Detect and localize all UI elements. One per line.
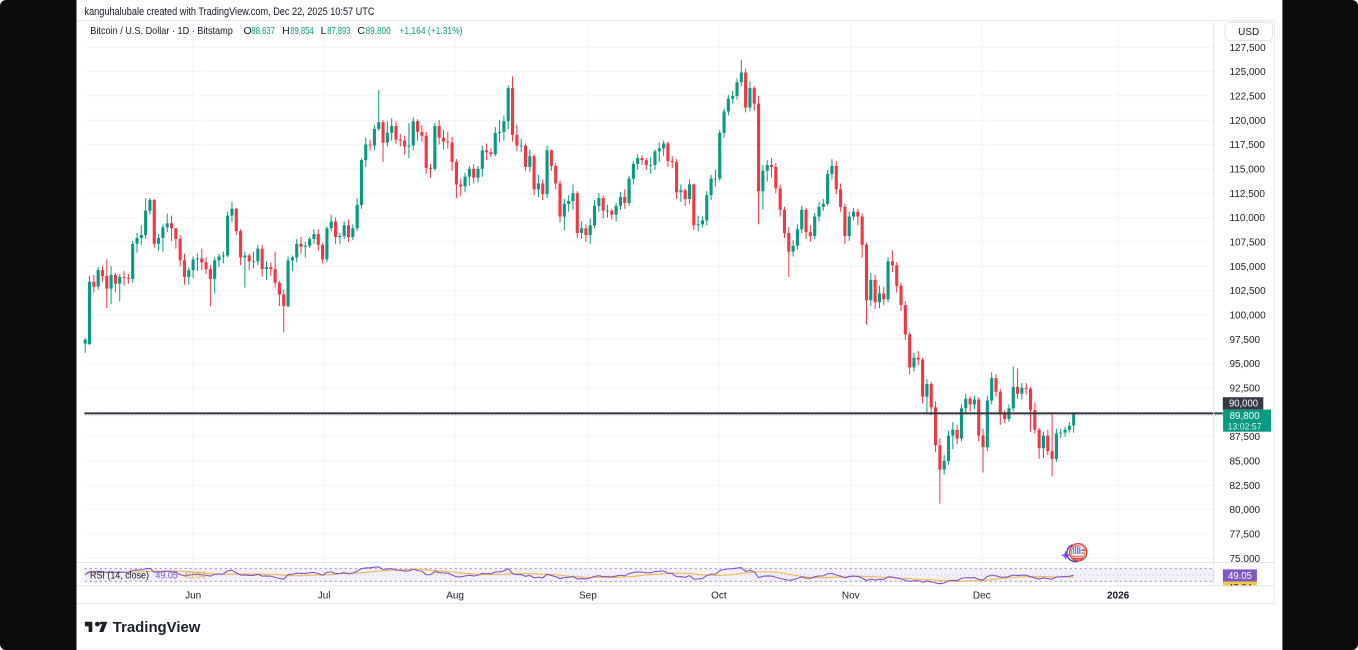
svg-text:87,893: 87,893 (327, 25, 350, 37)
svg-text:Nov: Nov (842, 591, 860, 602)
svg-text:95,000: 95,000 (1230, 359, 1261, 370)
svg-text:122,500: 122,500 (1230, 92, 1267, 103)
svg-text:80,000: 80,000 (1230, 505, 1261, 516)
svg-text:H: H (282, 25, 290, 37)
svg-text:75,000: 75,000 (1230, 554, 1261, 565)
svg-text:127,500: 127,500 (1230, 43, 1267, 54)
svg-text:RSI (14, close): RSI (14, close) (90, 569, 149, 581)
svg-text:2026: 2026 (1107, 591, 1130, 602)
svg-text:110,000: 110,000 (1230, 213, 1266, 224)
svg-text:105,000: 105,000 (1230, 262, 1267, 273)
svg-text:49.05: 49.05 (156, 569, 178, 581)
svg-text:112,500: 112,500 (1230, 189, 1266, 200)
svg-text:+1,164 (+1.31%): +1,164 (+1.31%) (399, 25, 462, 37)
svg-text:Bitcoin / U.S. Dollar · 1D · B: Bitcoin / U.S. Dollar · 1D · Bitstamp (90, 25, 233, 37)
svg-text:89,854: 89,854 (290, 25, 314, 37)
svg-text:43.04: 43.04 (183, 569, 205, 581)
svg-text:85,000: 85,000 (1230, 457, 1261, 468)
svg-text:49.05: 49.05 (1228, 571, 1252, 582)
svg-text:Aug: Aug (446, 591, 464, 602)
svg-text:92,500: 92,500 (1230, 384, 1261, 395)
svg-text:Dec: Dec (973, 591, 991, 602)
svg-text:88,637: 88,637 (251, 25, 275, 37)
svg-text:89,800: 89,800 (366, 25, 391, 37)
svg-text:90,000: 90,000 (1229, 399, 1258, 410)
svg-text:115,000: 115,000 (1230, 165, 1266, 176)
svg-text:120,000: 120,000 (1230, 116, 1267, 127)
svg-text:77,500: 77,500 (1230, 530, 1261, 541)
svg-text:L: L (321, 25, 327, 37)
svg-text:89,800: 89,800 (1230, 411, 1260, 422)
svg-text:82,500: 82,500 (1230, 481, 1261, 492)
svg-text:Jul: Jul (318, 591, 331, 602)
svg-text:102,500: 102,500 (1230, 286, 1267, 297)
svg-text:TradingView: TradingView (113, 620, 201, 636)
svg-text:Sep: Sep (579, 591, 597, 602)
svg-text:107,500: 107,500 (1230, 238, 1267, 249)
svg-text:125,000: 125,000 (1230, 67, 1267, 78)
svg-text:43.04: 43.04 (1228, 583, 1252, 594)
svg-text:97,500: 97,500 (1230, 335, 1261, 346)
svg-text:kanguhalubale created with Tra: kanguhalubale created with TradingView.c… (85, 6, 375, 18)
svg-text:13:02:57: 13:02:57 (1228, 421, 1262, 432)
svg-text:O: O (244, 25, 252, 37)
svg-text:Jun: Jun (185, 591, 201, 602)
svg-text:87,500: 87,500 (1230, 432, 1261, 443)
svg-text:117,500: 117,500 (1230, 140, 1266, 151)
svg-text:USD: USD (1238, 27, 1259, 38)
svg-text:C: C (357, 25, 365, 37)
svg-text:Oct: Oct (711, 591, 727, 602)
svg-text:100,000: 100,000 (1230, 311, 1267, 322)
